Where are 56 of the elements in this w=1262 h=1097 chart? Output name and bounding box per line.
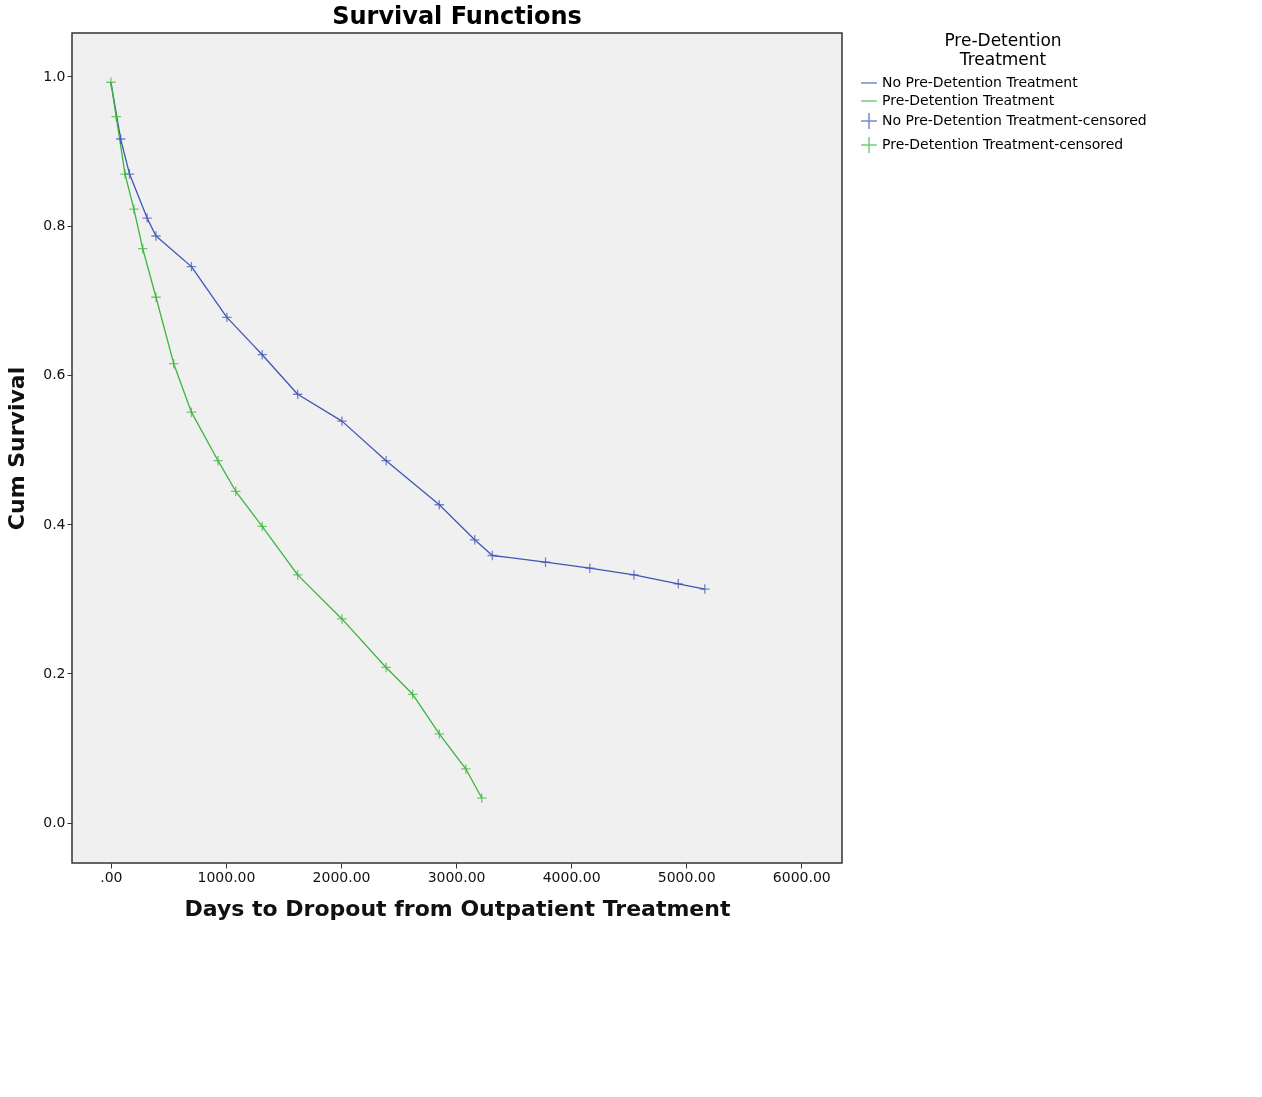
point xyxy=(469,534,481,546)
point xyxy=(460,763,472,775)
x-tick-label: 6000.00 xyxy=(772,868,831,885)
x-tick-label: 2000.00 xyxy=(312,868,371,885)
point xyxy=(292,569,304,581)
point xyxy=(115,133,127,145)
point xyxy=(540,556,551,568)
point xyxy=(380,662,392,673)
point xyxy=(433,499,445,511)
legend-label: Pre-Detention Treatment-censored xyxy=(882,136,1124,152)
legend-title: Pre-Detention Treatment xyxy=(944,30,1062,69)
point xyxy=(168,358,180,370)
point xyxy=(672,578,684,590)
point xyxy=(628,569,640,581)
point xyxy=(584,562,596,574)
legend-label: Pre-Detention Treatment xyxy=(882,92,1055,108)
point xyxy=(699,583,711,595)
point xyxy=(221,311,233,323)
y-tick-label: 0.8 xyxy=(43,217,66,234)
point xyxy=(150,291,162,303)
x-tick-label: 1000.00 xyxy=(197,868,256,885)
point xyxy=(186,261,197,273)
point xyxy=(186,406,197,418)
y-tick-label: 0.4 xyxy=(43,515,66,532)
point xyxy=(486,550,498,561)
legend-label: No Pre-Detention Treatment-censored xyxy=(882,112,1147,128)
point xyxy=(256,520,268,532)
point xyxy=(119,168,131,180)
point xyxy=(292,388,304,400)
point xyxy=(336,613,348,625)
point xyxy=(256,349,268,361)
point xyxy=(110,111,122,122)
x-tick-label: 4000.00 xyxy=(542,868,601,885)
point xyxy=(105,76,117,88)
legend-label: No Pre-Detention Treatment xyxy=(882,74,1079,90)
point xyxy=(150,230,162,242)
point xyxy=(230,485,242,497)
point xyxy=(433,728,445,740)
x-tick-label: 5000.00 xyxy=(657,868,716,885)
y-tick-label: 0.6 xyxy=(43,366,66,383)
point xyxy=(137,243,149,255)
point xyxy=(141,212,153,224)
point xyxy=(476,792,488,804)
y-tick-label: 0.0 xyxy=(43,814,66,831)
y-tick-label: 1.0 xyxy=(43,67,66,84)
point xyxy=(128,203,140,215)
y-axis-title: Cum Survival xyxy=(4,366,30,531)
point xyxy=(380,455,392,467)
point xyxy=(336,415,348,427)
y-tick-label: 0.2 xyxy=(43,664,66,681)
point xyxy=(407,688,419,700)
chart-title: Survival Functions xyxy=(332,2,582,30)
x-axis-title: Days to Dropout from Outpatient Treatment xyxy=(184,895,731,921)
x-tick-label: .00 xyxy=(100,868,123,885)
x-tick-label: 3000.00 xyxy=(427,868,486,885)
point xyxy=(212,455,224,467)
